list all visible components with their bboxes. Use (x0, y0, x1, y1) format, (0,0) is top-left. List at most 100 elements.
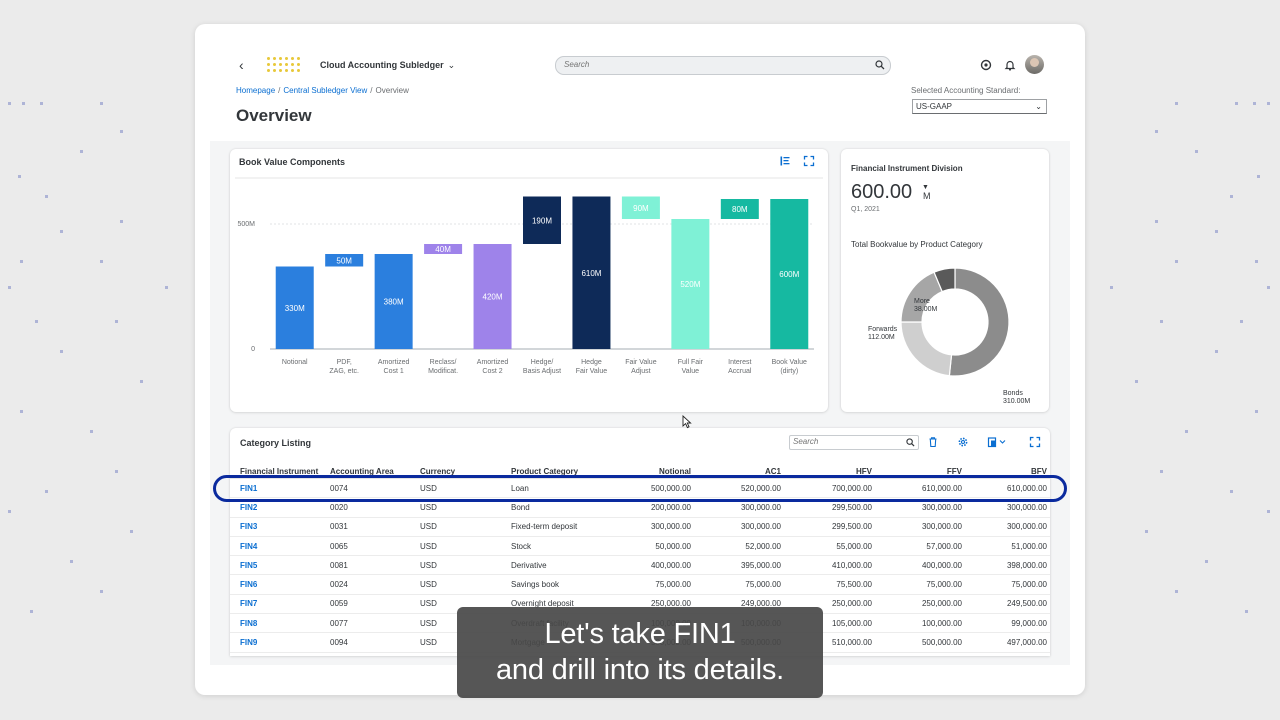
column-financial-instrument[interactable]: Financial Instrument (230, 458, 330, 479)
instrument-link[interactable]: FIN1 (230, 478, 330, 499)
table-cell: USD (420, 555, 511, 576)
instrument-link[interactable]: FIN6 (230, 574, 330, 595)
instrument-link[interactable]: FIN9 (230, 632, 330, 653)
bar-6[interactable] (572, 196, 611, 350)
delete-icon[interactable] (927, 436, 939, 448)
breadcrumb-homepage[interactable]: Homepage (236, 86, 276, 95)
column-notional[interactable]: Notional (601, 458, 694, 479)
bar-7[interactable] (621, 196, 660, 220)
fullscreen-icon[interactable] (1029, 436, 1041, 448)
table-cell: 300,000.00 (965, 517, 1050, 537)
bar-1[interactable] (325, 254, 364, 267)
back-icon[interactable]: ‹ (239, 57, 244, 73)
donut-value-more: 38.00M (914, 306, 938, 313)
export-menu-icon[interactable] (987, 436, 1007, 448)
bar-9[interactable] (720, 199, 759, 219)
table-cell: 0024 (330, 574, 420, 595)
bar-5[interactable] (523, 196, 561, 245)
table-row[interactable]: FIN6 0024 USD Savings book 75,000.00 75,000.0… (230, 574, 1050, 595)
table-cell: 395,000.00 (694, 555, 784, 576)
y-tick-label: 500M (237, 221, 255, 228)
table-row[interactable]: FIN5 0081 USD Derivative 400,000.00 395,000.0… (230, 555, 1050, 576)
chart-legend-icon[interactable] (779, 155, 791, 167)
instrument-link[interactable]: FIN8 (230, 613, 330, 634)
user-avatar[interactable] (1025, 55, 1044, 74)
table-cell: 500,000.00 (601, 478, 694, 499)
x-tick-label: Interest (728, 359, 751, 366)
table-cell: 500,000.00 (875, 632, 965, 653)
column-ac1[interactable]: AC1 (694, 458, 784, 479)
bar-4[interactable] (473, 244, 512, 349)
gear-icon[interactable] (957, 436, 969, 448)
donut-slice-bonds[interactable] (948, 267, 1010, 377)
table-row[interactable]: FIN2 0020 USD Bond 200,000.00 300,000.00 299,5… (230, 497, 1050, 518)
app-title-menu[interactable]: Cloud Accounting Subledger ⌄ (320, 60, 455, 71)
bar-data-label: 50M (336, 256, 352, 265)
donut-slice-more[interactable] (933, 267, 956, 293)
table-cell: USD (420, 574, 511, 595)
donut-slice-loans[interactable] (900, 321, 953, 377)
x-tick-label: Full Fair (678, 359, 704, 366)
app-window: ‹ Cloud Accounting Subledger⌄ Homepage/C… (195, 24, 1085, 695)
global-search-input[interactable] (564, 60, 864, 69)
table-cell: 52,000.00 (694, 536, 784, 557)
x-tick-label: Accrual (728, 368, 752, 375)
kpi-period: Q1, 2021 (851, 206, 880, 213)
instrument-link[interactable]: FIN2 (230, 497, 330, 518)
column-currency[interactable]: Currency (420, 458, 511, 479)
table-cell: 300,000.00 (875, 497, 965, 518)
table-cell: 300,000.00 (601, 517, 694, 537)
bar-8[interactable] (671, 219, 710, 349)
table-cell: 497,000.00 (965, 632, 1050, 653)
donut-label-forwards: Forwards (868, 326, 898, 333)
instrument-link[interactable]: FIN5 (230, 555, 330, 576)
table-cell: 57,000.00 (875, 536, 965, 557)
bar-2[interactable] (374, 254, 413, 349)
table-row[interactable]: FIN4 0065 USD Stock 50,000.00 52,000.00 55,000… (230, 536, 1050, 557)
column-bfv[interactable]: BFV (965, 458, 1050, 479)
bar-data-label: 520M (680, 280, 700, 289)
table-cell: 200,000.00 (601, 497, 694, 518)
table-cell: Stock (511, 536, 601, 557)
column-product-category[interactable]: Product Category (511, 458, 601, 479)
bar-0[interactable] (275, 266, 314, 350)
x-tick-label: Fair Value (625, 359, 656, 366)
table-cell: 299,500.00 (784, 517, 875, 537)
x-tick-label: Basis Adjust (523, 368, 561, 375)
bar-data-label: 330M (285, 304, 305, 313)
copilot-icon[interactable] (980, 59, 992, 71)
accounting-standard-select[interactable]: US-GAAP ⌄ (912, 99, 1047, 114)
table-cell: Fixed-term deposit (511, 517, 601, 537)
table-row[interactable]: FIN3 0031 USD Fixed-term deposit 300,000.00 3… (230, 517, 1050, 537)
table-cell: 300,000.00 (875, 517, 965, 537)
bell-icon[interactable] (1004, 59, 1016, 71)
instrument-link[interactable]: FIN3 (230, 517, 330, 537)
search-icon[interactable] (875, 60, 885, 70)
kpi-value: 600.00 (851, 181, 913, 203)
financial-instrument-division-card[interactable]: Financial Instrument Division 600.00 ▼ M… (841, 149, 1049, 412)
column-ffv[interactable]: FFV (875, 458, 965, 479)
bar-10[interactable] (770, 199, 809, 349)
bar-3[interactable] (424, 244, 463, 254)
table-cell: 300,000.00 (965, 497, 1050, 518)
company-logo (267, 57, 303, 73)
column-accounting-area[interactable]: Accounting Area (330, 458, 420, 479)
x-tick-label: ZAG, etc. (329, 368, 359, 375)
column-hfv[interactable]: HFV (784, 458, 875, 479)
instrument-link[interactable]: FIN7 (230, 594, 330, 615)
table-cell: 0031 (330, 517, 420, 537)
table-search-input[interactable] (793, 437, 893, 446)
table-cell: 51,000.00 (965, 536, 1050, 557)
breadcrumb-central-subledger-view[interactable]: Central Subledger View (283, 86, 368, 95)
table-cell: 299,500.00 (784, 497, 875, 518)
instrument-link[interactable]: FIN4 (230, 536, 330, 557)
table-cell: 398,000.00 (965, 555, 1050, 576)
donut-label-bonds: Bonds (1003, 390, 1023, 397)
fullscreen-icon[interactable] (803, 155, 815, 167)
table-cell: 410,000.00 (784, 555, 875, 576)
table-cell: 50,000.00 (601, 536, 694, 557)
table-row[interactable]: FIN1 0074 USD Loan 500,000.00 520,000.00 700,0… (230, 478, 1050, 499)
accounting-standard-value: US-GAAP (916, 102, 953, 111)
table-cell: 0059 (330, 594, 420, 615)
search-icon[interactable] (906, 438, 915, 447)
